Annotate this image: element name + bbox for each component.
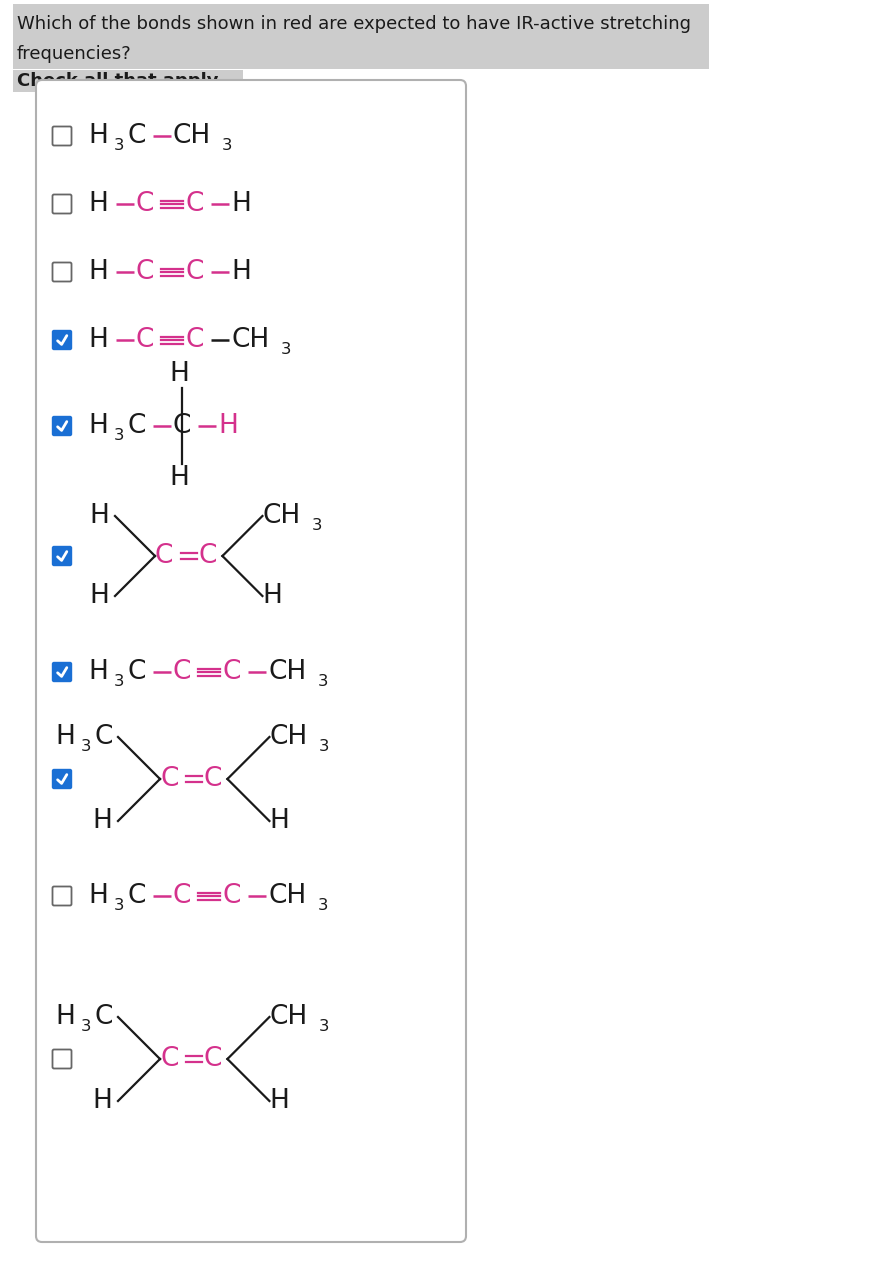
Text: H: H	[169, 361, 189, 386]
Text: 3: 3	[113, 137, 124, 153]
Text: C: C	[160, 767, 178, 792]
FancyBboxPatch shape	[52, 127, 72, 145]
Text: 3: 3	[113, 428, 124, 443]
Text: H: H	[169, 465, 189, 490]
Text: frequencies?: frequencies?	[17, 45, 132, 63]
Bar	[13, 4, 709, 69]
Text: 3: 3	[81, 1018, 92, 1034]
Text: CH: CH	[268, 659, 306, 684]
Text: C: C	[135, 191, 154, 217]
Text: H: H	[88, 123, 108, 149]
Text: H: H	[55, 724, 75, 750]
Text: C: C	[135, 259, 154, 285]
Text: H: H	[270, 1088, 289, 1115]
FancyBboxPatch shape	[52, 1049, 72, 1068]
Text: C: C	[173, 883, 191, 909]
FancyBboxPatch shape	[52, 547, 72, 565]
Text: C: C	[94, 724, 113, 750]
Text: C: C	[94, 1004, 113, 1030]
Text: C: C	[173, 659, 191, 684]
Text: 3: 3	[81, 738, 92, 754]
Text: H: H	[218, 413, 238, 439]
Text: H: H	[89, 583, 109, 609]
Text: C: C	[185, 191, 203, 217]
Text: H: H	[88, 327, 108, 353]
Text: C: C	[135, 327, 154, 353]
Text: H: H	[93, 808, 113, 835]
FancyBboxPatch shape	[52, 663, 72, 682]
Text: H: H	[55, 1004, 75, 1030]
FancyBboxPatch shape	[52, 416, 72, 435]
Text: 3: 3	[318, 674, 328, 688]
Text: C: C	[160, 1046, 178, 1072]
Text: C: C	[127, 659, 146, 684]
Text: H: H	[231, 259, 251, 285]
Text: 3: 3	[318, 898, 328, 913]
Text: H: H	[263, 583, 282, 609]
Text: C: C	[203, 767, 222, 792]
Text: C: C	[185, 259, 203, 285]
Text: C: C	[203, 1046, 222, 1072]
Text: H: H	[231, 191, 251, 217]
Text: H: H	[88, 259, 108, 285]
Text: C: C	[155, 543, 174, 569]
Text: C: C	[223, 883, 241, 909]
Text: CH: CH	[268, 883, 306, 909]
Text: 3: 3	[113, 674, 124, 688]
Text: H: H	[270, 808, 289, 835]
Text: 3: 3	[319, 738, 329, 754]
Text: H: H	[88, 883, 108, 909]
Text: CH: CH	[173, 123, 211, 149]
FancyBboxPatch shape	[52, 262, 72, 281]
Text: CH: CH	[231, 327, 269, 353]
FancyBboxPatch shape	[52, 769, 72, 788]
Text: C: C	[185, 327, 203, 353]
Text: 3: 3	[222, 137, 232, 153]
Text: 3: 3	[113, 898, 124, 913]
Text: 3: 3	[312, 517, 322, 533]
Text: H: H	[88, 413, 108, 439]
Text: H: H	[88, 191, 108, 217]
Text: C: C	[127, 123, 146, 149]
Text: H: H	[88, 659, 108, 684]
Text: Which of the bonds shown in red are expected to have IR-active stretching: Which of the bonds shown in red are expe…	[17, 15, 691, 33]
Text: CH: CH	[270, 1004, 307, 1030]
Text: C: C	[223, 659, 241, 684]
Text: C: C	[199, 543, 217, 569]
FancyBboxPatch shape	[52, 330, 72, 349]
Text: C: C	[173, 413, 191, 439]
Text: 3: 3	[319, 1018, 329, 1034]
FancyBboxPatch shape	[36, 80, 466, 1242]
Text: CH: CH	[263, 503, 300, 529]
FancyBboxPatch shape	[52, 886, 72, 905]
Text: C: C	[127, 413, 146, 439]
Text: C: C	[127, 883, 146, 909]
Text: Check all that apply.: Check all that apply.	[17, 72, 223, 90]
Text: H: H	[89, 503, 109, 529]
Text: CH: CH	[270, 724, 307, 750]
Bar	[13, 71, 243, 92]
Text: H: H	[93, 1088, 113, 1115]
Text: 3: 3	[280, 342, 291, 357]
FancyBboxPatch shape	[52, 194, 72, 213]
